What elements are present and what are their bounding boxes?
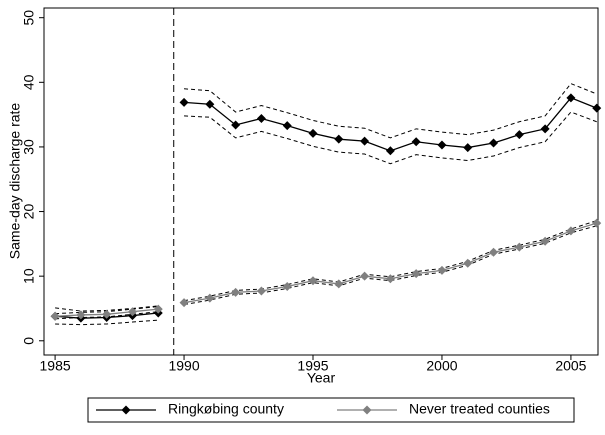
data-point xyxy=(592,103,602,113)
data-point xyxy=(179,298,189,308)
legend-marker xyxy=(362,405,372,415)
data-point xyxy=(231,287,241,297)
data-point xyxy=(205,293,215,303)
data-point xyxy=(385,146,395,156)
ci-lower-line xyxy=(184,111,597,165)
data-point xyxy=(282,121,292,131)
data-point xyxy=(437,140,447,150)
data-point xyxy=(205,99,215,109)
x-axis-label: Year xyxy=(307,370,336,386)
plot-frame xyxy=(43,7,599,356)
x-tick-label: 2000 xyxy=(426,358,457,374)
data-point xyxy=(514,242,524,252)
data-point xyxy=(540,124,550,134)
x-tick-label: 1985 xyxy=(40,358,71,374)
data-point xyxy=(411,269,421,279)
y-tick-label: 30 xyxy=(21,139,37,155)
y-tick-label: 20 xyxy=(21,204,37,220)
data-point xyxy=(514,130,524,140)
series-line xyxy=(183,222,597,304)
y-tick-label: 10 xyxy=(21,268,37,284)
ci-upper-line xyxy=(184,83,597,139)
data-point xyxy=(256,286,266,296)
series-line xyxy=(183,97,597,152)
data-point xyxy=(282,282,292,292)
y-tick-label: 0 xyxy=(21,337,37,345)
data-point xyxy=(231,120,241,130)
data-point xyxy=(566,226,576,236)
x-tick-label: 2005 xyxy=(555,358,586,374)
data-point xyxy=(489,138,499,148)
data-point xyxy=(153,304,163,314)
data-point xyxy=(592,218,602,228)
legend-label: Never treated counties xyxy=(409,401,550,417)
data-point xyxy=(360,271,370,281)
data-point xyxy=(50,311,60,321)
ci-lower-line xyxy=(183,225,597,306)
data-point xyxy=(308,128,318,138)
data-point xyxy=(334,134,344,144)
data-point xyxy=(437,265,447,275)
x-tick-label: 1995 xyxy=(297,358,328,374)
y-tick-label: 40 xyxy=(21,74,37,90)
data-point xyxy=(127,307,137,317)
ci-upper-line xyxy=(183,220,597,302)
data-point xyxy=(256,113,266,123)
data-point xyxy=(385,274,395,284)
ci-lower-line xyxy=(55,319,159,326)
data-point xyxy=(489,247,499,257)
data-point xyxy=(463,143,473,153)
legend-label: Ringkøbing county xyxy=(168,401,284,417)
data-point xyxy=(566,93,576,103)
x-tick-label: 1990 xyxy=(168,358,199,374)
data-point xyxy=(463,258,473,268)
y-tick-label: 50 xyxy=(21,10,37,26)
data-point xyxy=(540,236,550,246)
legend-box xyxy=(87,397,575,423)
data-point xyxy=(360,136,370,146)
data-point xyxy=(179,97,189,107)
data-point xyxy=(308,276,318,286)
data-point xyxy=(76,310,86,320)
y-axis-label: Same-day discharge rate xyxy=(7,103,23,260)
data-point xyxy=(411,137,421,147)
legend-marker xyxy=(121,405,131,415)
data-point xyxy=(334,279,344,289)
data-point xyxy=(102,309,112,319)
